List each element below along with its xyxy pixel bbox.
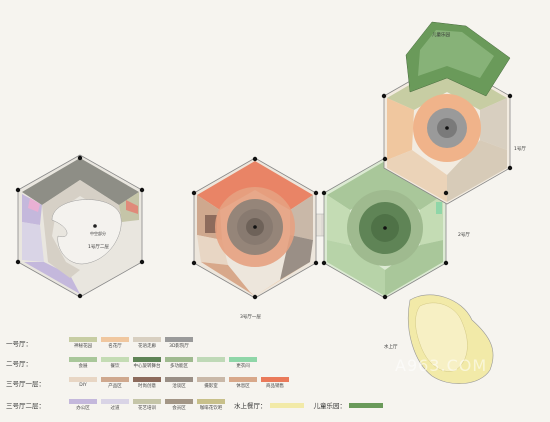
legend-swatch xyxy=(101,357,129,362)
hall1-floor2-title: 1号厅二层 xyxy=(88,244,109,250)
legend-item: 洽谈区 xyxy=(164,377,194,389)
legend-item-label: 多功能区 xyxy=(170,364,188,369)
atrium-label: 中空部分 xyxy=(90,230,106,236)
legend-water-title: 水上餐厅： xyxy=(234,402,267,410)
legend-item-label: 餐饮 xyxy=(110,364,120,369)
legend-item-label: 花语走廊 xyxy=(138,344,156,349)
legend-swatch xyxy=(261,377,289,382)
legend-item: 过道 xyxy=(100,399,130,411)
legend-swatch xyxy=(165,399,193,404)
legend-item: 咖啡花饮吧 xyxy=(196,399,226,411)
legend-row-hall2: 二号厅： 会展 餐饮 中心旋转舞台 多功能区 更衣间 xyxy=(6,356,260,370)
hall3-floor1-plan: 3号厅一层 xyxy=(193,157,317,320)
hall1-floor2-plan: 中空部分 1号厅二层 xyxy=(17,154,143,298)
legend-item: 会员区 xyxy=(164,399,194,411)
legend-item: 餐饮 xyxy=(100,357,130,369)
hall2-plan xyxy=(323,157,447,299)
watermark: A963.COM xyxy=(395,356,488,375)
legend-item: 名花厅 xyxy=(100,337,130,349)
kids-park-tag: 儿童乐园 xyxy=(432,31,450,38)
legend-swatch xyxy=(133,337,161,342)
legend-item-label: 名花厅 xyxy=(108,344,122,349)
legend-swatch xyxy=(197,377,225,382)
legend-item-label: 中心旋转舞台 xyxy=(133,364,161,369)
legend-item-label: 时尚创意 xyxy=(138,384,156,389)
legend-water-swatch xyxy=(269,402,304,408)
legend-item-label: 商品销售 xyxy=(266,384,284,389)
legend-swatch xyxy=(69,337,97,342)
legend-item: 中心旋转舞台 xyxy=(132,357,162,369)
legend-item-label: 过道 xyxy=(110,406,120,411)
legend-item-label: DIY xyxy=(79,383,87,388)
legend-item: 办公区 xyxy=(68,399,98,411)
legend-swatch xyxy=(165,337,193,342)
legend-item xyxy=(196,357,226,369)
water-restaurant-plan: 水上厅 xyxy=(384,294,494,385)
legend-item: 产品区 xyxy=(100,377,130,389)
legend-item: DIY xyxy=(68,377,98,389)
legend-item: 花语走廊 xyxy=(132,337,162,349)
legend-kids-title: 儿童乐园： xyxy=(313,402,347,410)
legend-swatch xyxy=(197,357,225,362)
legend-swatch xyxy=(229,377,257,382)
legend-swatch xyxy=(229,357,257,362)
legend-item: 3D影院厅 xyxy=(164,337,194,349)
water-hall-label: 水上厅 xyxy=(384,343,398,350)
legend-item-label: 会展 xyxy=(78,364,88,369)
legend-swatch xyxy=(69,399,97,404)
legend-item-label: 办公区 xyxy=(76,406,90,411)
legend-row-hall3-f1: 三号厅一层： DIY 产品区 时尚创意 洽谈区 摄影室 休息区 商品销售 xyxy=(6,376,292,390)
legend-kids-swatch xyxy=(349,402,383,408)
legend-item: 神秘花园 xyxy=(68,337,98,349)
legend-row-title: 三号厅二层： xyxy=(6,402,45,410)
legend-swatch xyxy=(133,357,161,362)
legend-item-label: 花艺培训 xyxy=(138,406,156,411)
hall1-side-label: 1号厅 xyxy=(514,146,526,152)
legend-item: 休息区 xyxy=(228,377,258,389)
legend-item: 摄影室 xyxy=(196,377,226,389)
hall1-plan: 儿童乐园 1号厅 xyxy=(383,21,526,205)
legend-swatch xyxy=(69,377,97,382)
legend-item-label: 会员区 xyxy=(172,406,186,411)
legend-swatch xyxy=(133,399,161,404)
legend-item: 花艺培训 xyxy=(132,399,162,411)
legend-swatch xyxy=(165,377,193,382)
legend-item: 时尚创意 xyxy=(132,377,162,389)
legend-row-hall1: 一号厅： 神秘花园 名花厅 花语走廊 3D影院厅 xyxy=(6,336,196,350)
legend-swatch xyxy=(197,399,225,404)
hall2-side-label: 2号厅 xyxy=(458,232,470,238)
legend-item-label: 3D影院厅 xyxy=(169,344,189,349)
legend-item: 多功能区 xyxy=(164,357,194,369)
legend-item: 更衣间 xyxy=(228,357,258,369)
legend-row-title: 一号厅： xyxy=(6,340,32,348)
hall3-floor1-title: 3号厅一层 xyxy=(240,314,261,320)
legend-item-label: 更衣间 xyxy=(236,364,250,369)
legend-row-hall3-f2: 三号厅二层： 办公区 过道 花艺培训 会员区 咖啡花饮吧 水上餐厅： 儿童乐园： xyxy=(6,398,383,412)
legend-row-title: 二号厅： xyxy=(6,360,32,368)
legend-item-label: 产品区 xyxy=(108,384,122,389)
legend-swatch xyxy=(133,377,161,382)
legend-item: 会展 xyxy=(68,357,98,369)
legend-item-label: 休息区 xyxy=(236,384,250,389)
legend-swatch xyxy=(69,357,97,362)
legend-row-title: 三号厅一层： xyxy=(6,380,45,388)
legend-swatch xyxy=(101,377,129,382)
column-markers xyxy=(15,93,513,300)
legend-item: 商品销售 xyxy=(260,377,290,389)
legend-item-label: 神秘花园 xyxy=(74,344,92,349)
legend-swatch xyxy=(101,337,129,342)
legend-item-label: 摄影室 xyxy=(204,384,218,389)
legend-swatch xyxy=(101,399,129,404)
legend-item-label: 咖啡花饮吧 xyxy=(199,406,223,411)
legend-swatch xyxy=(165,357,193,362)
legend-item-label: 洽谈区 xyxy=(172,384,186,389)
